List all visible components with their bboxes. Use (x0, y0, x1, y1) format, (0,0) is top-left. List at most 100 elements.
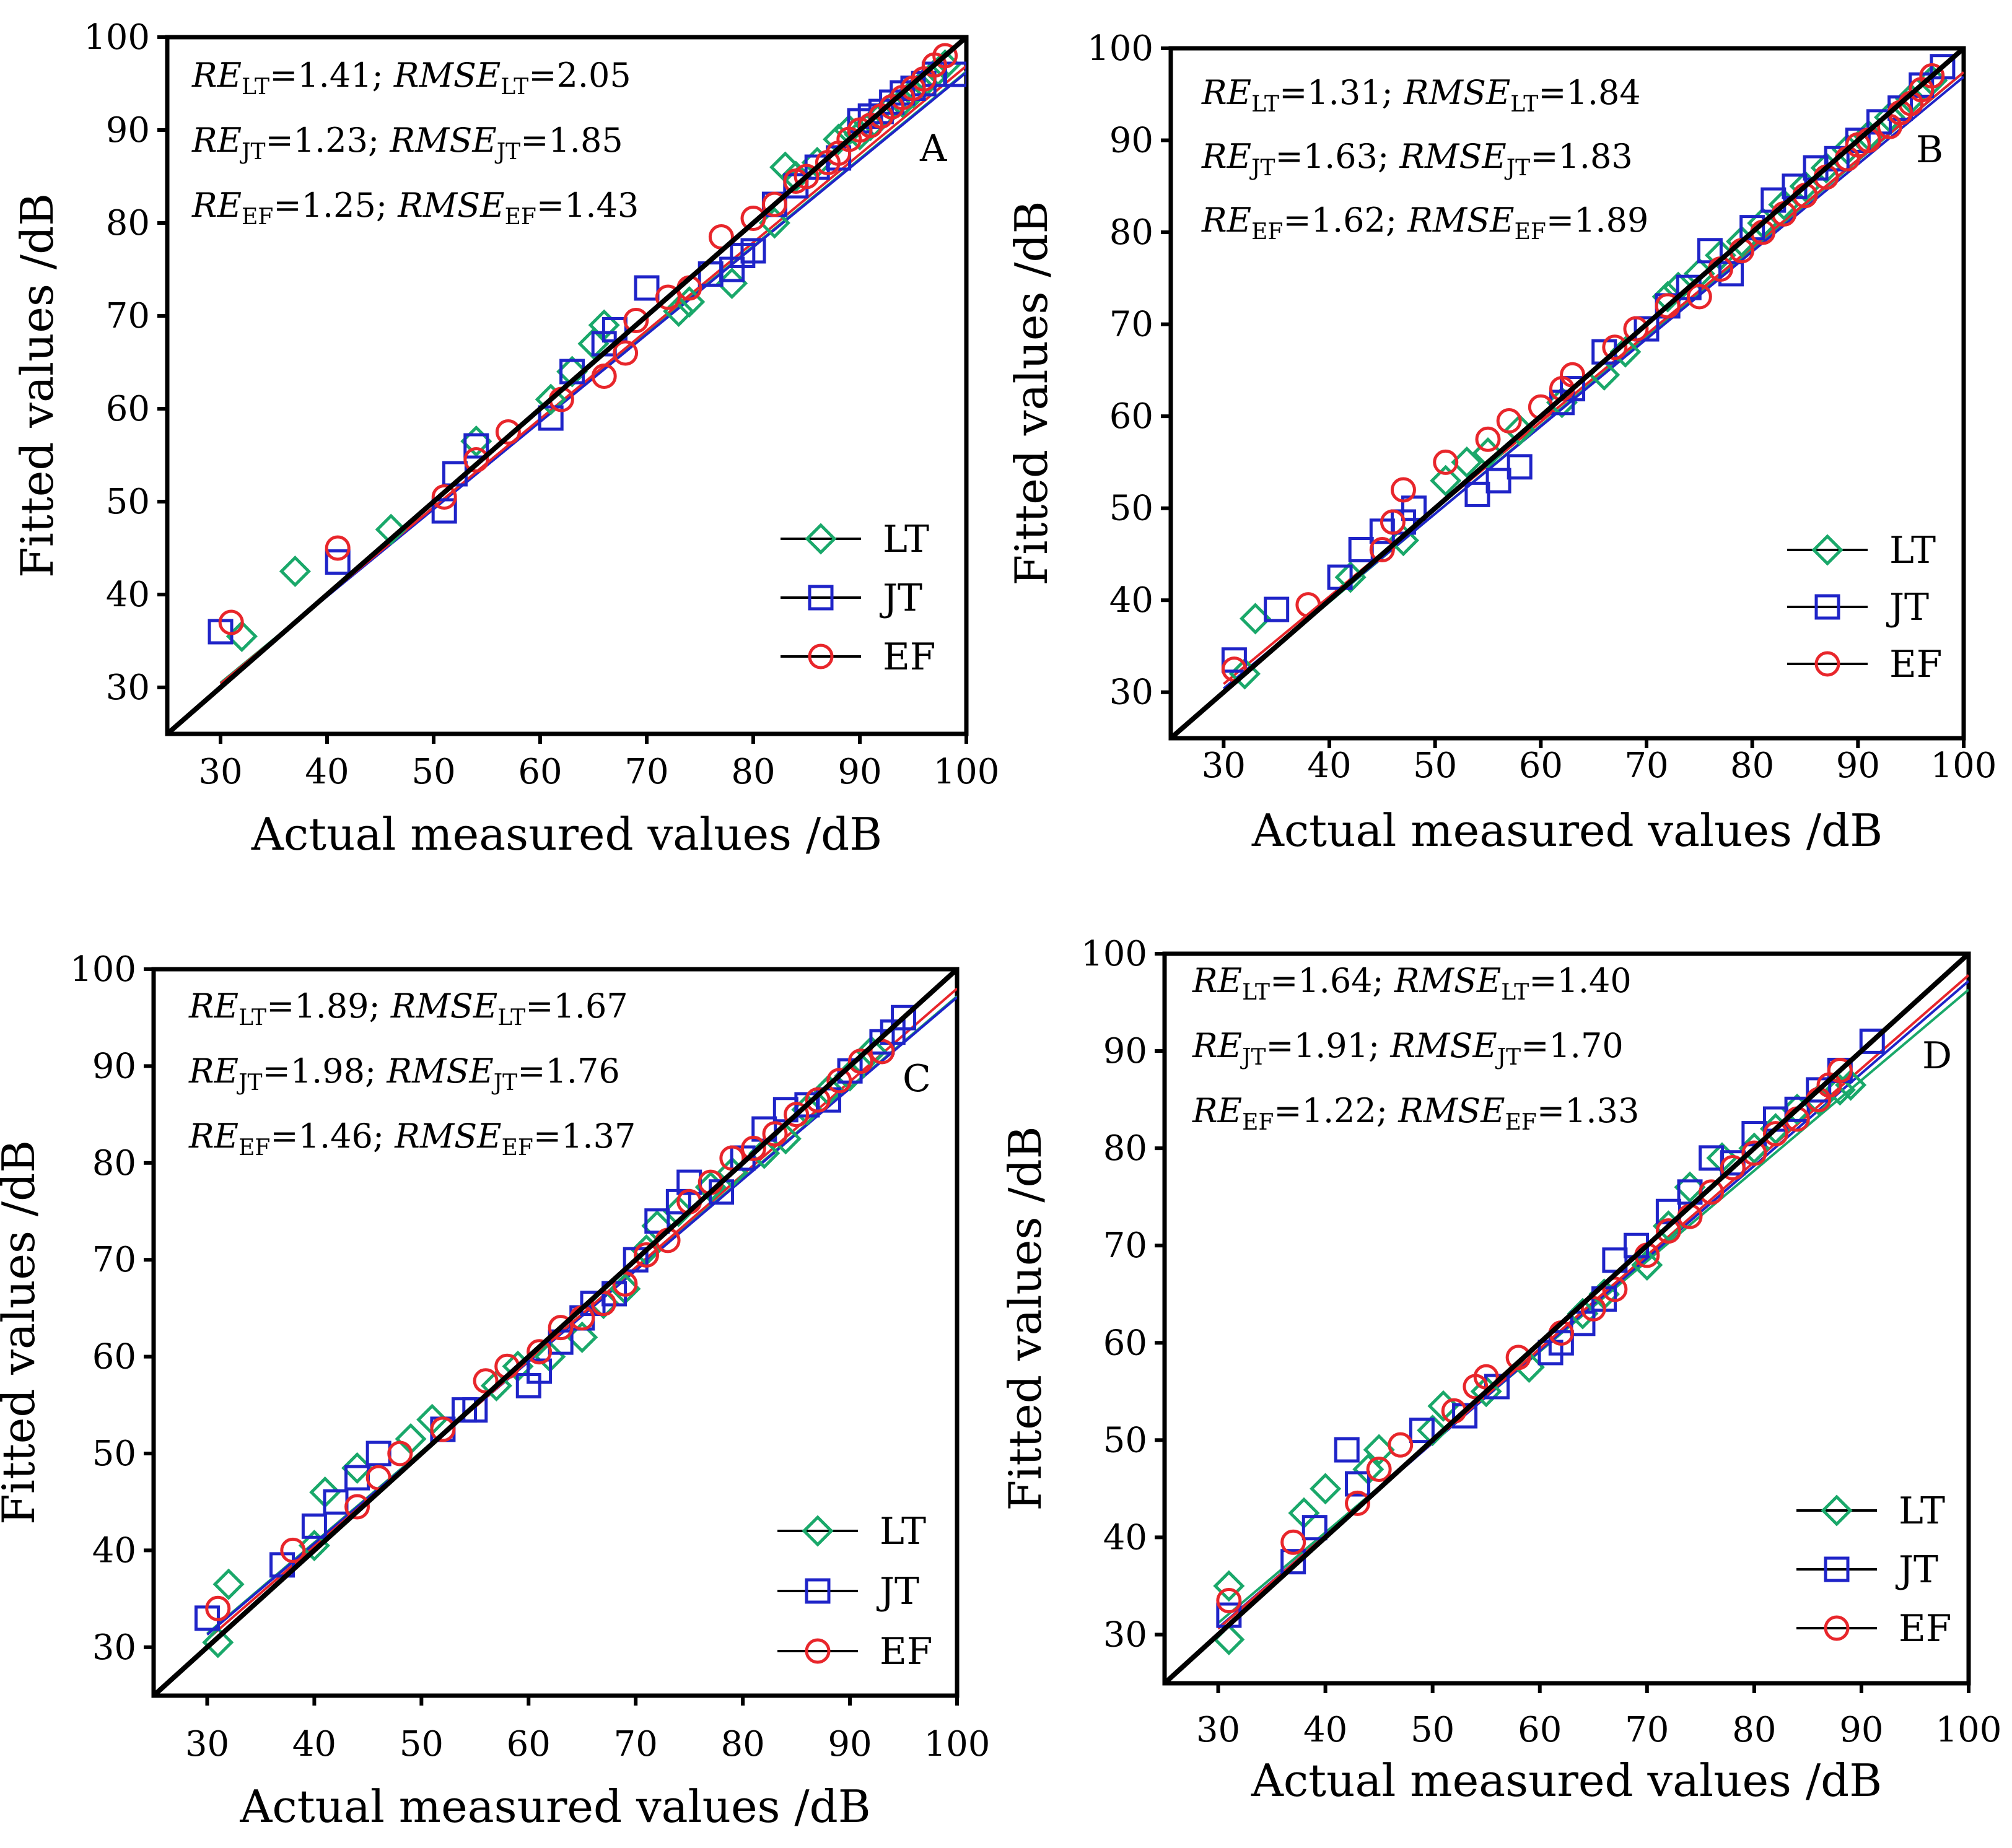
data-point-jt (815, 1087, 841, 1113)
data-point-lt (1781, 1093, 1813, 1125)
y-tick-label: 40 (1109, 580, 1153, 621)
stat-s1: RE (191, 186, 242, 225)
x-tick-label: 80 (721, 1724, 765, 1764)
data-point-ef (1380, 509, 1406, 535)
x-tick-label: 90 (1839, 1710, 1883, 1750)
data-point-ef (1345, 1490, 1371, 1516)
data-point-ef (280, 1537, 306, 1563)
panel-a: 30 40 50 60 70 80 90 100 30 40 50 60 70 80 90 100 Actual… (11, 17, 999, 860)
x-tick-label: 70 (1625, 1710, 1669, 1750)
x-tick-label: 60 (507, 1724, 551, 1764)
x-tick-label: 100 (1931, 746, 1997, 786)
data-point-jt (463, 433, 489, 459)
stat-v1: =1.46; (270, 1117, 395, 1156)
reference-line (1165, 954, 1969, 1683)
legend-marker-ef (808, 643, 834, 669)
x-axis-title: Actual measured values /dB (239, 1780, 870, 1833)
legend-marker-jt (1814, 594, 1840, 620)
stat-v1: =1.22; (1274, 1091, 1398, 1130)
x-tick-label: 80 (1730, 746, 1774, 786)
stat-s1: RE (188, 1117, 238, 1156)
stat-v1: =1.31; (1279, 73, 1404, 112)
data-point-ef (344, 1494, 370, 1520)
data-point-jt (1301, 1515, 1327, 1541)
stat-sub2: EF (1505, 1110, 1537, 1135)
stat-v2: =1.33 (1537, 1091, 1639, 1130)
x-tick-label: 70 (614, 1724, 658, 1764)
x-tick-label: 100 (924, 1724, 991, 1764)
legend-marker-ef (1814, 651, 1840, 677)
data-point-lt (202, 1626, 234, 1658)
legend-label: LT (1889, 529, 1936, 572)
stat-line: REEF=1.25; RMSEEF=1.43 (191, 186, 639, 230)
stat-s2: RMSE (1407, 201, 1514, 240)
data-point-jt (1464, 481, 1490, 507)
stat-line: RELT=1.64; RMSELT=1.40 (1192, 961, 1632, 1005)
stat-sub1: JT (1240, 1045, 1266, 1070)
x-tick-label: 30 (198, 752, 242, 792)
stat-v1: =1.25; (273, 186, 398, 225)
legend-label: EF (1899, 1607, 1951, 1650)
legend: LT JT EF (777, 1510, 932, 1673)
data-point-ef (1390, 477, 1416, 503)
data-point-lt (1228, 658, 1261, 690)
data-point-jt (740, 238, 766, 264)
stat-v1: =1.62; (1283, 201, 1407, 240)
legend-marker-lt (1811, 534, 1844, 566)
y-tick-label: 80 (106, 203, 150, 243)
data-point-lt (1810, 152, 1842, 184)
data-point-ef (1623, 316, 1649, 342)
stat-s2: RMSE (390, 987, 497, 1026)
y-tick-label: 100 (1081, 934, 1147, 974)
stat-v2: =1.84 (1538, 73, 1640, 112)
data-point-jt (1264, 596, 1290, 622)
data-point-jt (891, 1005, 917, 1031)
y-tick-label: 70 (1103, 1226, 1147, 1266)
legend-marker-ef (805, 1638, 831, 1664)
x-tick-label: 50 (1413, 746, 1457, 786)
data-point-lt (279, 555, 311, 588)
data-point-jt (1345, 1471, 1371, 1497)
x-tick-label: 40 (292, 1724, 336, 1764)
data-point-ef (1741, 1140, 1767, 1166)
reference-line (1171, 48, 1964, 738)
stat-v2: =2.05 (528, 56, 631, 95)
stat-sub2: LT (1501, 980, 1529, 1005)
x-tick-label: 90 (1836, 746, 1880, 786)
data-point-ef (826, 1068, 852, 1094)
x-tick-label: 90 (828, 1724, 872, 1764)
x-tick-label: 30 (185, 1724, 229, 1764)
data-point-lt (1674, 1171, 1706, 1203)
y-tick-label: 50 (106, 482, 150, 522)
y-tick-label: 90 (1109, 121, 1153, 161)
y-tick-label: 70 (92, 1240, 136, 1280)
stat-v1: =1.89; (266, 987, 391, 1026)
x-tick-label: 100 (1936, 1710, 2002, 1750)
stat-s2: RMSE (393, 56, 501, 95)
plot-frame (165, 35, 969, 736)
stat-sub2: JT (1495, 1045, 1521, 1070)
plot-area (1165, 954, 1969, 1683)
data-point-lt (1470, 1375, 1502, 1408)
legend-item-lt: LT (1796, 1489, 1945, 1533)
data-point-jt (1859, 1028, 1885, 1054)
x-tick-label: 60 (1519, 746, 1563, 786)
y-tick-label: 100 (70, 949, 136, 990)
data-point-jt (1348, 537, 1374, 563)
stat-line: REEF=1.46; RMSEEF=1.37 (188, 1117, 636, 1161)
legend-item-lt: LT (777, 1510, 926, 1553)
y-tick-label: 50 (1109, 489, 1153, 529)
data-point-jt (1221, 647, 1247, 673)
data-point-ef (1366, 1456, 1392, 1482)
y-tick-label: 90 (106, 110, 150, 150)
data-point-jt (634, 275, 660, 301)
data-point-ef (463, 447, 489, 473)
stat-sub2: LT (497, 1005, 525, 1031)
data-point-ef (1827, 1057, 1853, 1083)
stat-v2: =1.67 (525, 987, 628, 1026)
data-point-lt (535, 383, 567, 416)
legend-label: LT (1899, 1489, 1945, 1533)
stat-line: RELT=1.31; RMSELT=1.84 (1201, 73, 1641, 117)
x-tick-label: 40 (305, 752, 349, 792)
x-tick-label: 50 (400, 1724, 444, 1764)
